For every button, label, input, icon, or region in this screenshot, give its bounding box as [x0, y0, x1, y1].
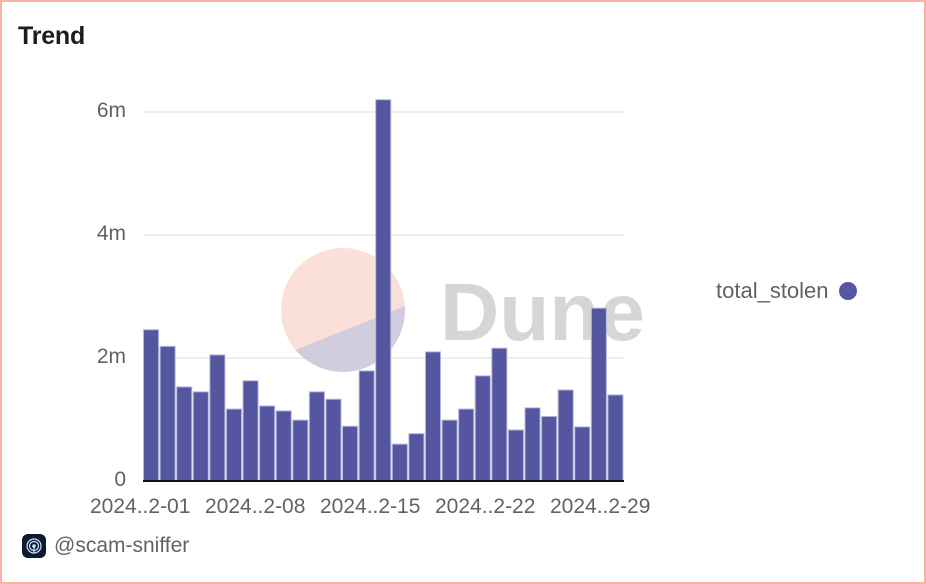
bar-2024-02-04[interactable] [192, 391, 209, 482]
bar-2024-02-26[interactable] [557, 389, 574, 482]
bars-group [143, 99, 624, 482]
bar-2024-02-29[interactable] [607, 394, 624, 482]
scam-sniffer-logo-icon [22, 534, 46, 558]
bar-2024-02-15[interactable] [375, 99, 392, 482]
bar-2024-02-14[interactable] [358, 370, 375, 482]
bar-2024-02-07[interactable] [242, 380, 259, 482]
bar-2024-02-09[interactable] [275, 410, 292, 482]
bar-2024-02-02[interactable] [159, 345, 176, 482]
bar-2024-02-20[interactable] [458, 408, 475, 482]
bar-2024-02-12[interactable] [325, 398, 342, 482]
bar-2024-02-01[interactable] [143, 329, 160, 482]
y-tick-label: 4m [96, 222, 126, 245]
svg-text:Dune: Dune [440, 267, 645, 358]
legend-dot-icon [838, 282, 857, 300]
y-tick-label: 0 [114, 468, 126, 491]
bar-2024-02-16[interactable] [391, 443, 408, 482]
legend-label: total_stolen [716, 278, 829, 303]
bar-2024-02-21[interactable] [474, 375, 491, 482]
x-tick-label: 2024..2-15 [320, 495, 421, 518]
x-tick-label: 2024..2-08 [205, 495, 306, 518]
bar-2024-02-25[interactable] [541, 415, 558, 482]
legend-item-total-stolen[interactable]: total_stolen [716, 278, 857, 304]
x-tick-label: 2024..2-01 [90, 495, 191, 518]
bar-2024-02-13[interactable] [342, 425, 359, 482]
bar-2024-02-05[interactable] [209, 354, 226, 482]
bar-2024-02-22[interactable] [491, 347, 508, 482]
bar-2024-02-17[interactable] [408, 433, 425, 482]
y-tick-label: 2m [96, 345, 126, 368]
bar-2024-02-08[interactable] [259, 405, 276, 482]
bar-2024-02-23[interactable] [507, 429, 524, 482]
bar-2024-02-28[interactable] [590, 307, 607, 482]
author-handle[interactable]: @scam-sniffer [54, 534, 190, 557]
y-tick-label: 6m [96, 99, 126, 122]
bar-2024-02-27[interactable] [574, 426, 591, 482]
chart-title: Trend [18, 22, 86, 50]
author-footer[interactable]: @scam-sniffer [22, 534, 189, 558]
bar-2024-02-24[interactable] [524, 407, 541, 482]
x-tick-label: 2024..2-29 [550, 495, 651, 518]
bar-2024-02-18[interactable] [424, 351, 442, 482]
x-tick-label: 2024..2-22 [435, 495, 536, 518]
bar-2024-02-06[interactable] [225, 408, 243, 482]
bar-2024-02-10[interactable] [292, 419, 309, 482]
bar-2024-02-11[interactable] [308, 391, 325, 482]
bar-2024-02-03[interactable] [176, 386, 193, 482]
bar-2024-02-19[interactable] [441, 419, 458, 482]
dune-watermark: Dune [281, 248, 645, 372]
